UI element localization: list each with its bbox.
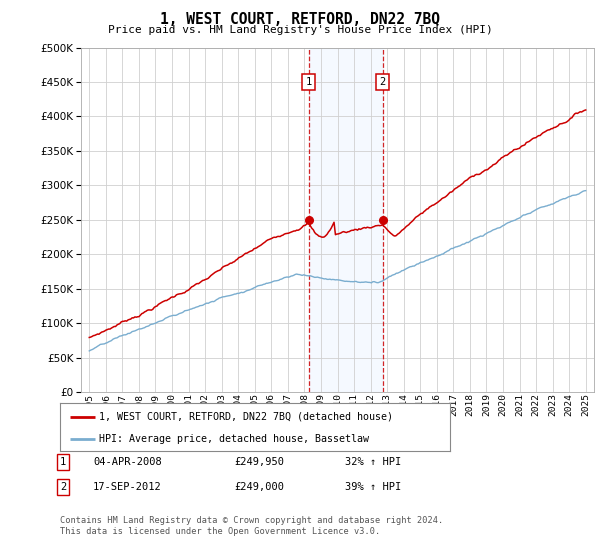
Text: 1: 1 [305,77,311,87]
Text: 2: 2 [60,482,66,492]
Text: 1, WEST COURT, RETFORD, DN22 7BQ: 1, WEST COURT, RETFORD, DN22 7BQ [160,12,440,27]
Text: 17-SEP-2012: 17-SEP-2012 [93,482,162,492]
Text: 1: 1 [60,457,66,467]
Bar [308,48,383,392]
Text: Contains HM Land Registry data © Crown copyright and database right 2024.
This d: Contains HM Land Registry data © Crown c… [60,516,443,536]
Text: 2: 2 [379,77,386,87]
Text: 1, WEST COURT, RETFORD, DN22 7BQ (detached house): 1, WEST COURT, RETFORD, DN22 7BQ (detach… [99,412,393,422]
Text: 32% ↑ HPI: 32% ↑ HPI [345,457,401,467]
Text: 39% ↑ HPI: 39% ↑ HPI [345,482,401,492]
Text: £249,000: £249,000 [234,482,284,492]
Text: Price paid vs. HM Land Registry's House Price Index (HPI): Price paid vs. HM Land Registry's House … [107,25,493,35]
Text: 04-APR-2008: 04-APR-2008 [93,457,162,467]
Text: £249,950: £249,950 [234,457,284,467]
Text: HPI: Average price, detached house, Bassetlaw: HPI: Average price, detached house, Bass… [99,434,369,444]
